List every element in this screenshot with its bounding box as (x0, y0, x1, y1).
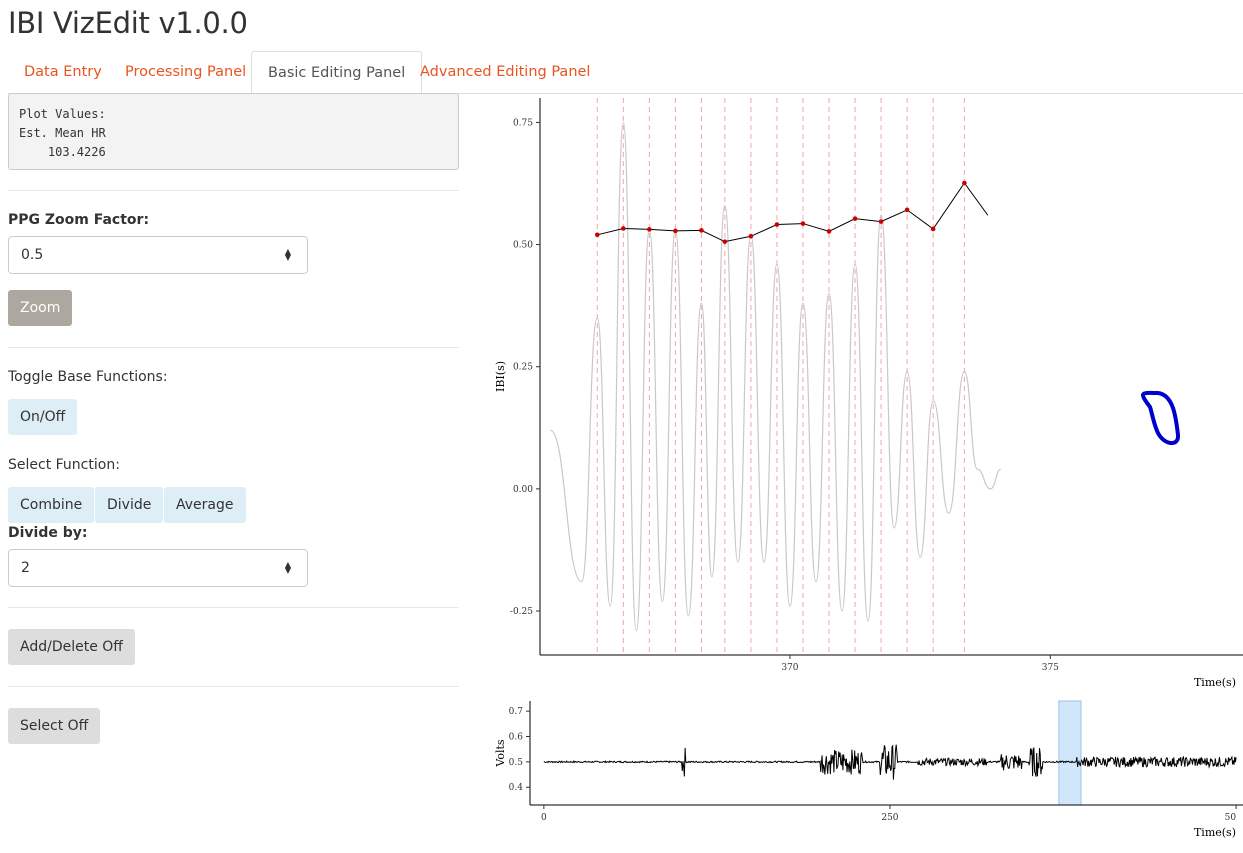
spinner-icon[interactable]: ▲ ▼ (284, 247, 292, 262)
plot-panel[interactable] (540, 98, 1243, 655)
select-button[interactable]: Select Off (8, 708, 101, 744)
zoom-button[interactable]: Zoom (8, 290, 73, 326)
peak-marker-lines (596, 98, 965, 655)
ibi-point (774, 222, 780, 227)
y-axis-label: IBI(s) (494, 361, 507, 392)
ibi-point (962, 180, 967, 186)
plot-values-output: Plot Values: Est. Mean HR 103.4226 (8, 93, 459, 170)
x-axis-label: Time(s) (1194, 826, 1236, 839)
ibi-point (621, 226, 626, 231)
ibi-point (800, 221, 806, 226)
y-tick-label: 0.7 (509, 707, 524, 717)
zoom-factor-input[interactable]: 0.5 ▲ ▼ (8, 236, 308, 274)
divide-by-label: Divide by: (8, 525, 88, 541)
toggle-base-functions-label: Toggle Base Functions: (8, 369, 168, 385)
combine-button[interactable]: Combine (8, 487, 95, 523)
axis-labels: Volts Time(s) (494, 739, 1236, 839)
on-off-button[interactable]: On/Off (8, 399, 78, 435)
tab-processing-panel[interactable]: Processing Panel (125, 64, 247, 80)
tab-advanced-editing-panel[interactable]: Advanced Editing Panel (420, 64, 591, 80)
plot-background (540, 98, 1243, 655)
selection-window[interactable] (1058, 700, 1082, 806)
y-tick-label: 0.00 (513, 485, 533, 495)
app-title: IBI VizEdit v1.0.0 (8, 6, 248, 40)
annotation (1141, 390, 1180, 445)
axes: -0.25 0.00 0.25 0.50 0.75 370 375 (510, 98, 1243, 673)
divider (8, 686, 459, 687)
ibi-ppg-chart[interactable]: -0.25 0.00 0.25 0.50 0.75 370 375 IBI(s) Time(s… (490, 95, 1243, 695)
divider (8, 347, 459, 348)
volts-trace (543, 744, 1237, 780)
ibi-point (722, 239, 728, 244)
divide-by-input[interactable]: 2 ▲ ▼ (8, 549, 308, 587)
ibi-series (594, 180, 989, 244)
divide-by-value: 2 (21, 560, 30, 576)
tab-basic-editing-panel[interactable]: Basic Editing Panel (251, 51, 423, 94)
y-tick-label: 0.4 (509, 783, 524, 793)
spinner-icon[interactable]: ▲ ▼ (284, 560, 292, 575)
divider (8, 190, 459, 191)
y-tick-label: 0.25 (513, 363, 533, 373)
ibi-point (852, 216, 858, 221)
overview-chart[interactable]: 0.4 0.5 0.6 0.7 0 250 50 Volts Time(s) (490, 695, 1243, 853)
ibi-line (597, 182, 989, 243)
add-delete-button[interactable]: Add/Delete Off (8, 629, 135, 665)
ibi-point (699, 228, 704, 233)
y-axis-label: Volts (494, 739, 507, 767)
ppg-trace-line (550, 121, 1002, 632)
plot-values-line: Est. Mean HR (19, 126, 106, 140)
x-tick-label: 50 (1225, 813, 1237, 823)
x-tick-label: 370 (781, 663, 798, 673)
x-tick-label: 250 (881, 813, 898, 823)
zoom-factor-label: PPG Zoom Factor: (8, 212, 150, 228)
selection-rect (1058, 700, 1082, 806)
ibi-point (748, 233, 754, 239)
axis-labels: IBI(s) Time(s) (494, 361, 1236, 689)
ibi-point (930, 226, 936, 232)
y-tick-label: 0.75 (513, 118, 533, 128)
divider (8, 607, 459, 608)
tab-data-entry[interactable]: Data Entry (24, 64, 102, 80)
x-axis-label: Time(s) (1194, 676, 1236, 689)
annotation-circle (1141, 390, 1180, 445)
y-tick-label: 0.6 (509, 733, 524, 743)
mean-hr-value: 103.4226 (19, 145, 106, 159)
x-tick-label: 375 (1042, 663, 1059, 673)
volts-trace-line (543, 744, 1237, 780)
y-tick-label: -0.25 (510, 607, 533, 617)
zoom-factor-value: 0.5 (21, 247, 44, 263)
average-button[interactable]: Average (164, 487, 246, 523)
x-tick-label: 0 (541, 813, 547, 823)
ibi-point (826, 229, 832, 234)
ibi-point (878, 219, 884, 224)
tab-bar: Data Entry Processing Panel Basic Editin… (8, 51, 1243, 94)
divide-button[interactable]: Divide (95, 487, 164, 523)
ibi-point (647, 227, 652, 232)
ibi-point (594, 232, 600, 238)
ibi-point (673, 228, 678, 234)
select-function-label: Select Function: (8, 457, 120, 473)
plot-values-line: Plot Values: (19, 107, 106, 121)
y-tick-label: 0.5 (509, 758, 524, 768)
ppg-trace (550, 121, 1002, 632)
y-tick-label: 0.50 (513, 241, 533, 251)
axes: 0.4 0.5 0.6 0.7 0 250 50 (509, 701, 1243, 823)
ibi-point (904, 207, 910, 213)
